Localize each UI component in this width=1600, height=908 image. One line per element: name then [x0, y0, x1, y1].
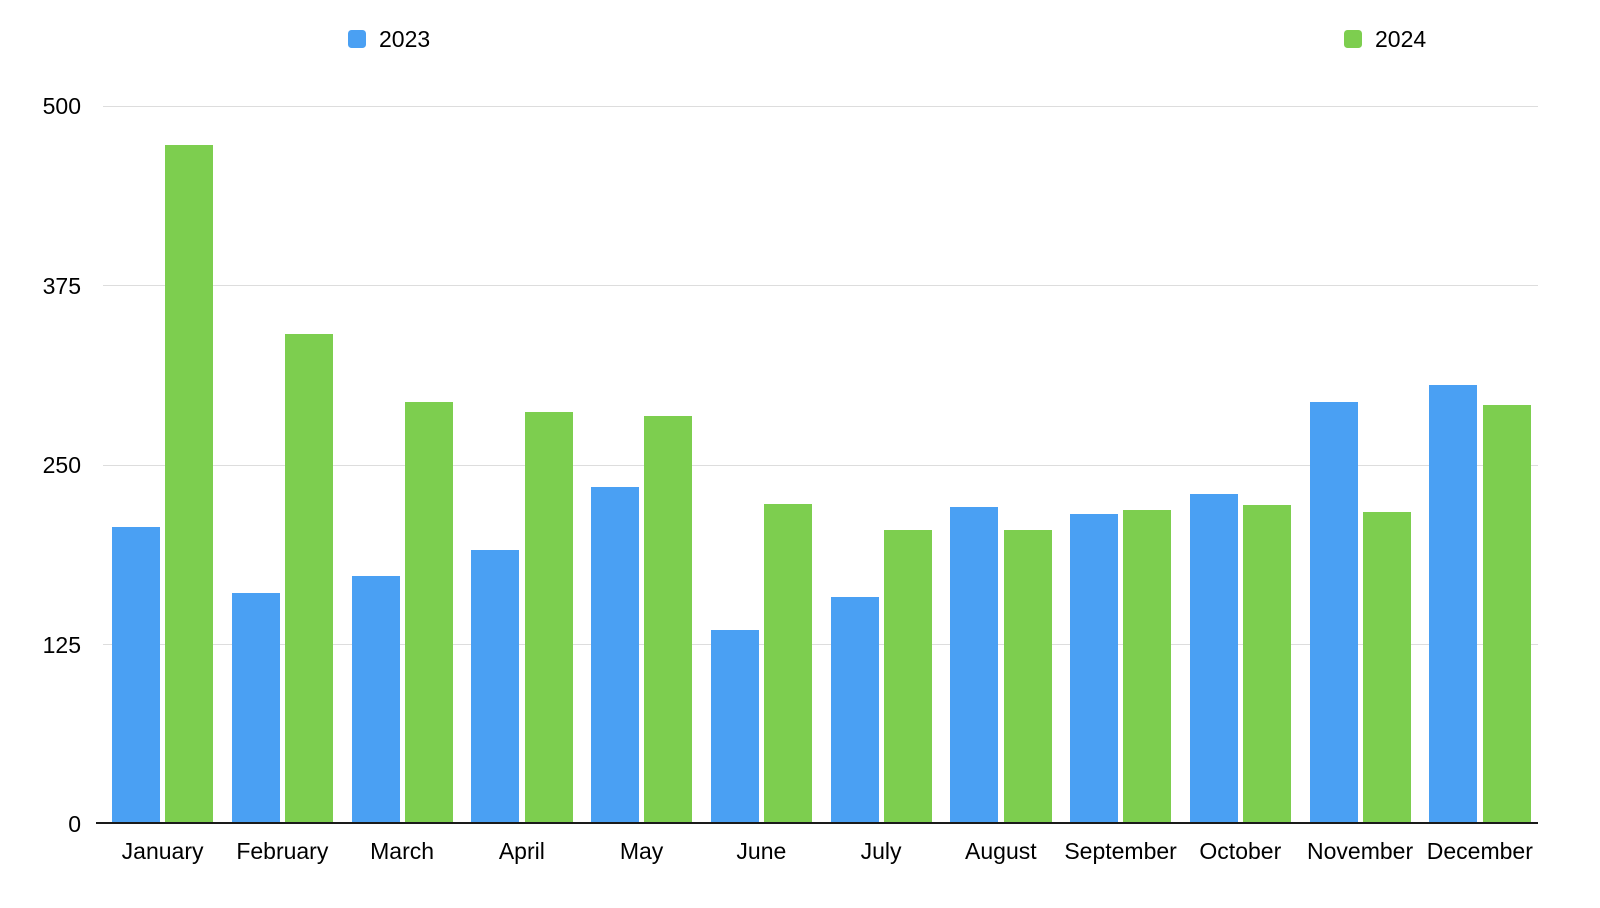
legend-label-2023: 2023	[379, 26, 431, 52]
bar-2023-february	[231, 592, 280, 824]
bar-2023-april	[471, 549, 520, 824]
bar-2023-september	[1070, 513, 1118, 824]
x-axis-label-october: October	[1199, 838, 1282, 864]
x-axis-label-february: February	[236, 838, 329, 864]
bar-2024-may	[644, 416, 693, 824]
x-axis-label-march: March	[370, 838, 435, 864]
x-axis-line	[96, 822, 1538, 824]
bar-2023-january	[112, 526, 160, 824]
gridline-375	[103, 285, 1538, 286]
y-tick-label-375: 375	[42, 272, 81, 299]
bar-2024-july	[883, 529, 932, 824]
bar-2023-november	[1309, 401, 1358, 824]
legend-item-2024: 2024	[1344, 26, 1427, 52]
gridline-125	[103, 644, 1538, 645]
x-axis-label-august: August	[965, 838, 1037, 864]
legend-item-2023: 2023	[348, 26, 431, 52]
bar-2024-february	[285, 334, 334, 824]
x-axis-label-january: January	[121, 838, 204, 864]
gridline-250	[103, 464, 1538, 466]
bar-2024-august	[1003, 529, 1052, 824]
bar-2023-march	[351, 575, 400, 824]
bar-2024-january	[165, 144, 214, 824]
bar-2023-june	[710, 630, 759, 824]
y-tick-label-250: 250	[42, 452, 81, 478]
bar-2024-september	[1123, 509, 1172, 824]
y-tick-label-125: 125	[42, 631, 81, 658]
bar-2023-october	[1189, 493, 1238, 824]
x-axis-label-november: November	[1307, 838, 1414, 864]
bar-2024-june	[764, 503, 813, 824]
legend-swatch-2024	[1344, 30, 1362, 48]
x-axis-label-july: July	[860, 838, 902, 864]
bar-2023-august	[950, 506, 999, 824]
x-axis-label-december: December	[1426, 838, 1533, 864]
gridline-500	[103, 105, 1538, 107]
x-axis-label-april: April	[498, 838, 545, 864]
x-axis-label-september: September	[1064, 838, 1177, 864]
bar-2024-november	[1362, 512, 1411, 824]
bar-2024-december	[1482, 404, 1531, 824]
legend-label-2024: 2024	[1375, 26, 1427, 52]
x-axis-label-may: May	[619, 838, 664, 864]
legend-swatch-2023	[348, 30, 366, 48]
y-tick-label-500: 500	[42, 93, 81, 119]
bar-2023-may	[591, 486, 639, 824]
bar-2024-october	[1243, 505, 1292, 824]
bar-2023-july	[830, 597, 879, 824]
x-axis-label-june: June	[736, 838, 787, 864]
bar-2024-april	[524, 411, 573, 824]
bar-2023-december	[1429, 384, 1478, 824]
bar-2024-march	[404, 401, 453, 824]
y-tick-label-0: 0	[68, 811, 81, 837]
